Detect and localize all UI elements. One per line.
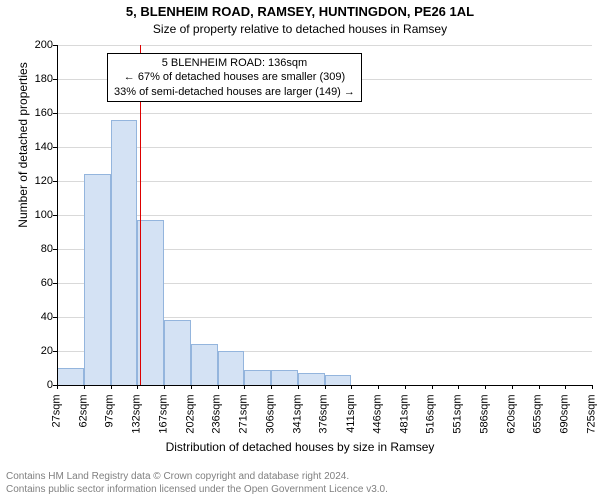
y-tick-label: 20 (41, 345, 57, 357)
plot-area: 02040608010012014016018020027sqm62sqm97s… (57, 45, 592, 385)
x-tick-label: 132sqm (132, 395, 143, 434)
footer-credits: Contains HM Land Registry data © Crown c… (0, 470, 388, 496)
gridline (57, 113, 592, 114)
annotation-box: 5 BLENHEIM ROAD: 136sqm← 67% of detached… (107, 53, 362, 102)
y-axis-line (57, 45, 58, 385)
x-tick-label: 341sqm (292, 395, 303, 434)
histogram-bar (57, 368, 84, 385)
x-tick-label: 167sqm (159, 395, 170, 434)
histogram-bar (298, 373, 325, 385)
histogram-bar (191, 344, 218, 385)
histogram-bar (164, 320, 191, 385)
chart-title: 5, BLENHEIM ROAD, RAMSEY, HUNTINGDON, PE… (0, 4, 600, 19)
x-tick-label: 306sqm (266, 395, 277, 434)
x-tick-label: 446sqm (373, 395, 384, 434)
histogram-bar (84, 174, 111, 385)
x-tick-label: 97sqm (105, 395, 116, 428)
chart-subtitle: Size of property relative to detached ho… (0, 22, 600, 36)
y-axis-label: Number of detached properties (16, 0, 30, 315)
y-tick-label: 140 (35, 141, 57, 153)
x-tick-label: 655sqm (533, 395, 544, 434)
y-tick-label: 180 (35, 73, 57, 85)
x-tick-mark (592, 385, 593, 389)
gridline (57, 147, 592, 148)
y-tick-label: 160 (35, 107, 57, 119)
x-tick-label: 236sqm (212, 395, 223, 434)
x-tick-label: 202sqm (185, 395, 196, 434)
x-tick-label: 271sqm (239, 395, 250, 434)
y-tick-label: 80 (41, 243, 57, 255)
x-tick-label: 690sqm (560, 395, 571, 434)
histogram-bar (244, 370, 271, 385)
histogram-bar (271, 370, 298, 385)
x-tick-label: 725sqm (587, 395, 598, 434)
x-axis-line (57, 385, 592, 386)
annotation-line: 5 BLENHEIM ROAD: 136sqm (114, 56, 355, 70)
x-tick-label: 516sqm (426, 395, 437, 434)
footer-line-1: Contains HM Land Registry data © Crown c… (6, 470, 388, 483)
x-tick-label: 620sqm (506, 395, 517, 434)
x-tick-label: 27sqm (52, 395, 63, 428)
annotation-line: 33% of semi-detached houses are larger (… (114, 85, 355, 99)
x-axis-label: Distribution of detached houses by size … (0, 440, 600, 454)
gridline (57, 45, 592, 46)
annotation-line: ← 67% of detached houses are smaller (30… (114, 70, 355, 84)
x-tick-label: 62sqm (78, 395, 89, 428)
x-tick-label: 586sqm (480, 395, 491, 434)
y-tick-label: 120 (35, 175, 57, 187)
histogram-bar (325, 375, 352, 385)
gridline (57, 181, 592, 182)
x-tick-label: 376sqm (319, 395, 330, 434)
gridline (57, 215, 592, 216)
footer-line-3: Contains public sector information licen… (6, 483, 388, 496)
y-tick-label: 40 (41, 311, 57, 323)
x-tick-label: 481sqm (399, 395, 410, 434)
x-tick-label: 411sqm (346, 395, 357, 433)
y-tick-label: 200 (35, 39, 57, 51)
histogram-bar (111, 120, 138, 385)
x-tick-label: 551sqm (453, 395, 464, 434)
y-tick-label: 60 (41, 277, 57, 289)
histogram-bar (218, 351, 245, 385)
y-tick-label: 100 (35, 209, 57, 221)
y-tick-label: 0 (47, 379, 57, 391)
